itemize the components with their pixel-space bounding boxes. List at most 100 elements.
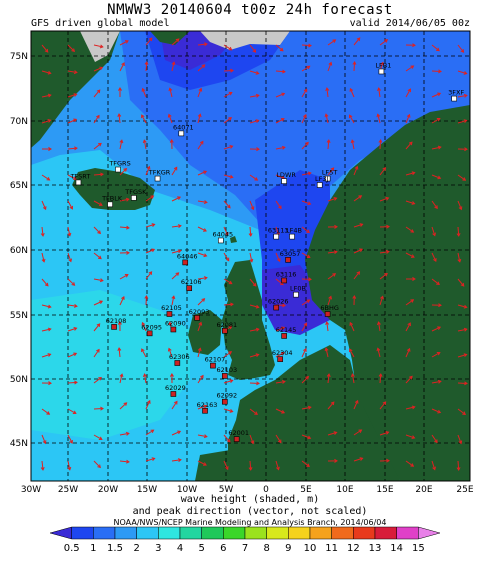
direction-arrowhead [171,295,176,300]
direction-arrowhead [281,326,286,331]
direction-vector [377,348,381,358]
direction-vector [144,374,147,384]
direction-vector [431,408,441,413]
direction-vector [301,406,311,410]
direction-arrowhead [252,49,257,53]
direction-arrowhead [359,457,364,461]
direction-arrowhead [203,434,208,439]
direction-arrowhead [303,322,308,327]
direction-vector [353,271,360,280]
direction-arrowhead [141,321,146,326]
direction-arrowhead [464,381,468,386]
direction-arrowhead [307,435,312,440]
direction-arrowhead [203,228,207,232]
direction-arrowhead [99,300,104,304]
direction-arrowhead [385,430,390,435]
direction-arrowhead [408,141,413,146]
direction-vector [325,348,329,358]
direction-arrowhead [96,323,101,328]
lon-label: 0 [263,485,269,495]
station-marker [202,407,208,414]
lon-label: 25E [456,485,473,495]
direction-vector [145,457,155,462]
direction-vector [327,273,336,280]
direction-arrowhead [177,458,182,463]
direction-vector [249,252,253,262]
direction-arrowhead [378,373,383,377]
station-label: TFSRT [70,172,91,180]
direction-vector [249,174,258,181]
station-label: 64071 [173,123,194,131]
direction-vector [301,252,311,258]
direction-arrowhead [201,64,206,68]
direction-vector [431,352,441,358]
direction-arrowhead [73,352,78,357]
direction-vector [353,166,358,176]
direction-arrowhead [256,147,260,152]
direction-vector [301,89,308,98]
direction-arrowhead [308,43,312,48]
station-marker [170,326,177,333]
direction-vector [67,226,71,236]
direction-vector [377,114,381,124]
direction-vector [351,374,355,384]
iberia-land [195,450,250,481]
direction-vector [223,92,233,98]
direction-vector [119,62,125,72]
direction-arrowhead [325,321,330,326]
direction-vector [223,200,231,209]
direction-arrowhead [98,436,103,441]
direction-vector [171,401,178,410]
direction-arrowhead [67,466,72,471]
svalbard-land [150,31,190,45]
direction-arrowhead [117,347,122,351]
direction-vector [353,400,359,410]
direction-arrowhead [96,348,100,353]
direction-arrowhead [203,170,208,175]
direction-arrowhead [228,325,233,330]
direction-arrowhead [169,373,174,377]
direction-arrowhead [72,410,77,415]
lat-label: 45N [10,439,28,449]
direction-vector [223,226,229,236]
direction-arrowhead [99,44,104,49]
direction-vector [457,252,461,262]
direction-vector [145,271,152,280]
direction-arrowhead [73,118,78,123]
direction-vector [197,64,206,72]
direction-vector [197,141,204,150]
lat-label: 65N [10,181,28,191]
direction-arrowhead [97,230,101,235]
direction-vector [249,353,259,358]
station-label: 62304 [272,349,293,357]
direction-arrowhead [456,233,461,237]
station-label: LF5T [322,169,337,177]
direction-vector [275,381,285,384]
station-marker [221,327,228,334]
direction-arrowhead [434,439,438,444]
direction-arrowhead [437,326,442,330]
direction-vector [275,200,282,209]
direction-arrowhead [358,195,363,199]
direction-arrowhead [229,409,234,413]
direction-vector [378,88,381,98]
station-marker [289,233,295,240]
direction-vector [405,434,415,439]
direction-vector [301,322,307,332]
station-marker [233,436,240,442]
direction-arrowhead [148,271,153,275]
station-label: LF4B [286,227,302,235]
direction-vector [327,374,330,384]
direction-arrowhead [46,411,51,415]
direction-vector [41,328,51,332]
station-marker [285,257,291,263]
direction-arrowhead [228,46,233,51]
direction-vector [223,379,233,384]
lat-label: 70N [10,117,28,127]
direction-arrowhead [358,429,363,433]
direction-arrowhead [384,272,388,277]
direction-arrowhead [150,195,155,199]
direction-vector [119,460,130,463]
direction-arrowhead [282,69,286,74]
direction-vector [168,114,173,124]
